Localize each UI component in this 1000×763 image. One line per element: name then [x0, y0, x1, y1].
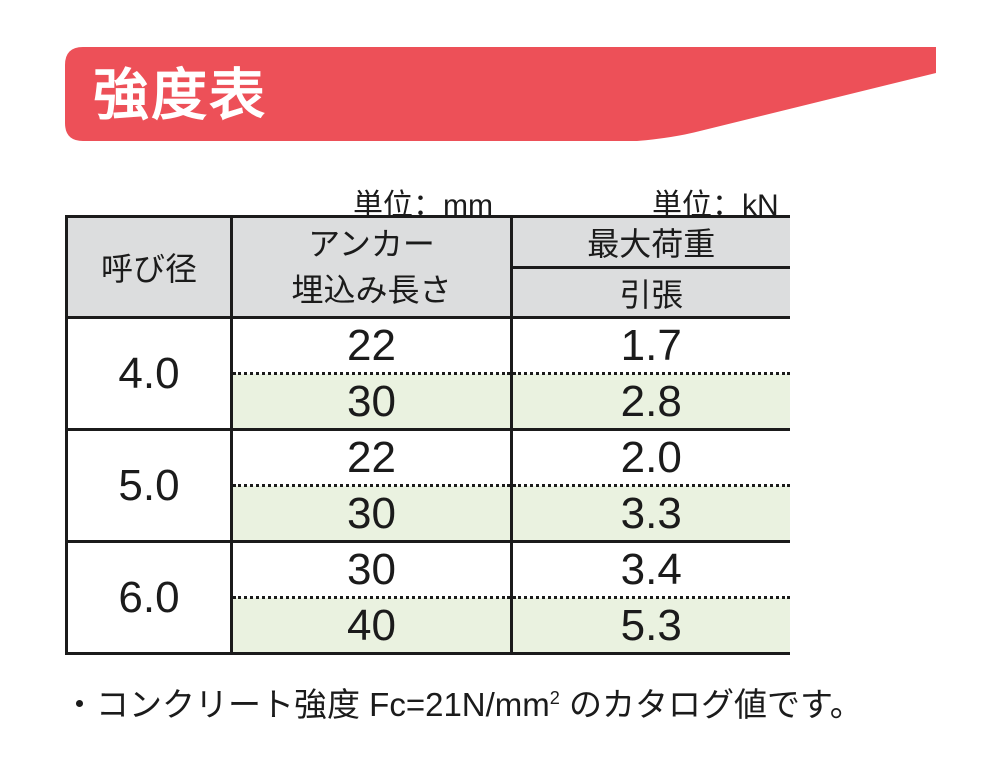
header-embed-line2: 埋込み長さ	[291, 272, 452, 308]
header-embed-line1: アンカー	[308, 225, 435, 262]
footnote-superscript: 2	[549, 688, 560, 708]
header-max-load: 最大荷重	[510, 215, 790, 269]
strength-table-wrap: 呼び径 アンカー 埋込み長さ 最大荷重 引張 4.0 22 1.7	[65, 215, 790, 655]
header-tension: 引張	[510, 266, 790, 319]
table-row: 30 2.8	[67, 373, 790, 431]
cell-diameter: 6.0	[65, 541, 232, 655]
table-row: 40 5.3	[67, 597, 790, 655]
cell-tension: 2.8	[510, 373, 790, 431]
banner-ribbon-shape	[65, 47, 936, 141]
cell-diameter: 4.0	[65, 317, 232, 431]
header-row-1: 呼び径 アンカー 埋込み長さ 最大荷重	[65, 215, 790, 319]
footnote-text: ・コンクリート強度 Fc=21N/mm	[63, 686, 550, 723]
strength-table: 呼び径 アンカー 埋込み長さ 最大荷重 引張 4.0 22 1.7	[65, 215, 790, 655]
cell-tension: 5.3	[510, 597, 790, 655]
title-banner: 強度表	[65, 47, 936, 141]
cell-embed: 22	[230, 429, 512, 487]
cell-tension: 1.7	[510, 317, 790, 375]
footnote-text-suffix: のカタログ値です。	[559, 686, 863, 723]
header-diameter: 呼び径	[65, 215, 232, 319]
cell-embed: 30	[230, 541, 512, 599]
cell-tension: 3.3	[510, 485, 790, 543]
footnote: ・コンクリート強度 Fc=21N/mm2 のカタログ値です。	[63, 678, 863, 726]
table-row: 30 3.3	[67, 485, 790, 543]
cell-diameter: 5.0	[65, 429, 232, 543]
cell-embed: 22	[230, 317, 512, 375]
cell-tension: 3.4	[510, 541, 790, 599]
header-embed-length: アンカー 埋込み長さ	[230, 215, 512, 319]
cell-embed: 30	[230, 485, 512, 543]
table-row: 6.0 30 3.4	[65, 541, 790, 655]
cell-embed: 40	[230, 597, 512, 655]
table-row: 4.0 22 1.7	[65, 317, 790, 431]
cell-embed: 30	[230, 373, 512, 431]
page-title: 強度表	[93, 63, 267, 127]
header-row-2: 引張	[67, 266, 790, 319]
cell-tension: 2.0	[510, 429, 790, 487]
table-row: 5.0 22 2.0	[65, 429, 790, 543]
